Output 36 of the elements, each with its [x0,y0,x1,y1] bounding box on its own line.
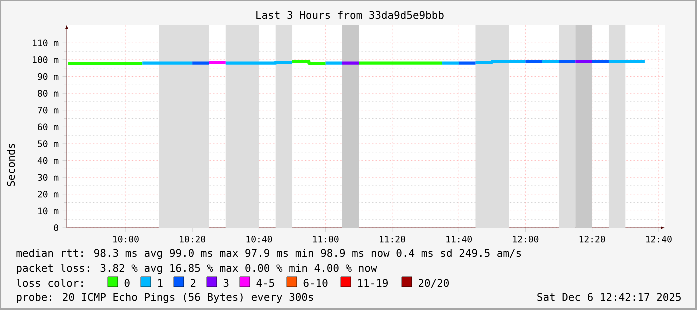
legend-title: loss color: [17,279,83,288]
text: median rtt: 98.3 ms avg 99.0 ms max 97.9 ms min 98.9 ms now 0.4 ms sd 249.5 am/s [16,249,522,260]
y-tick-label: 0 [54,224,58,232]
x-tick-label: 10:40 [246,236,272,243]
y-tick-label: 40 m [38,157,59,164]
x-tick-label: 10:20 [180,236,206,243]
legend-label: 4-5 [256,279,274,288]
x-tick-label: 11:00 [313,236,339,243]
legend-label: 6-10 [304,279,328,288]
x-tick-label: 12:20 [580,236,606,243]
x-tick-label: 12:40 [646,236,672,243]
legend-label: 11-19 [358,279,388,288]
text: probe: 20 ICMP Echo Pings (56 Bytes) every 300s [17,293,314,304]
y-tick-label: 110 m [33,40,59,47]
legend-label: 20/20 [418,279,450,288]
y-tick-label: 80 m [38,90,59,97]
y-tick-label: 70 m [38,106,59,114]
y-tick-label: 10 m [38,208,59,215]
text: packet loss: 3.82 % avg 16.85 % max 0.00 % min 4.00 % now [17,264,378,274]
legend-label: 3 [224,279,229,288]
legend-label: 0 [124,279,130,288]
x-tick-label: 11:20 [380,236,406,243]
x-tick-label: 10:00 [114,236,139,243]
chart-title: Last 3 Hours from 33da9d5e9bbb [256,11,444,20]
y-axis-title: Seconds [7,144,16,186]
text: Sat Dec 6 12:42:17 2025 [538,293,681,302]
legend-label: 2 [190,279,196,287]
y-tick-label: 20 m [38,191,59,198]
y-tick-label: 50 m [38,140,59,148]
y-tick-label: 30 m [38,174,59,181]
y-tick-label: 60 m [38,124,59,131]
y-tick-label: 90 m [38,73,59,80]
x-tick-label: 11:40 [446,236,472,243]
x-tick-label: 12:00 [513,236,539,243]
legend-label: 1 [158,279,163,287]
y-tick-label: 100 m [33,56,59,64]
